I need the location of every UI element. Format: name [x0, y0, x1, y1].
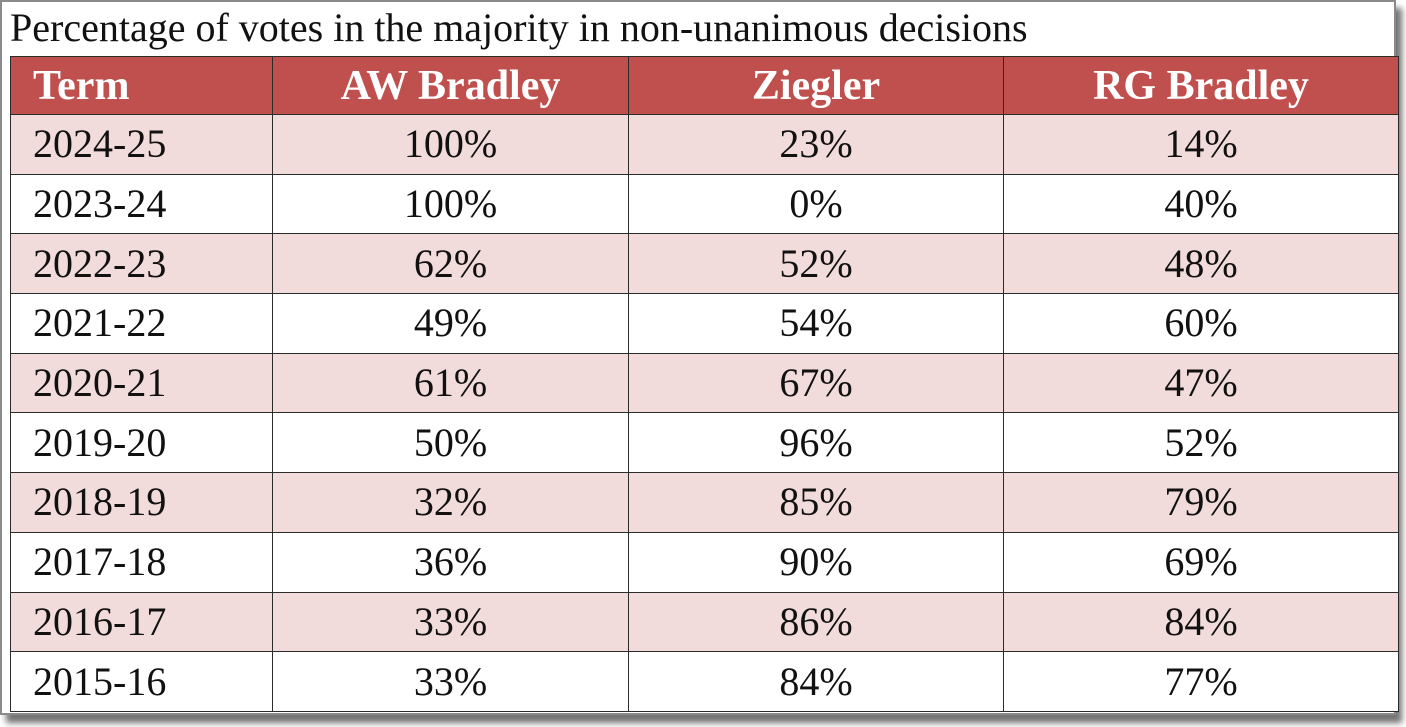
cell-term: 2017-18 — [10, 531, 273, 593]
table-row: 2015-16 33% 84% 77% — [10, 651, 1399, 712]
cell-ziegler: 54% — [628, 293, 1004, 354]
cell-ziegler: 96% — [628, 412, 1004, 474]
cell-aw-bradley: 100% — [272, 173, 629, 235]
cell-rg-bradley: 40% — [1003, 173, 1399, 235]
cell-ziegler: 52% — [628, 233, 1004, 295]
table-row: 2018-19 32% 85% 79% — [10, 472, 1399, 533]
cell-rg-bradley: 60% — [1003, 293, 1399, 354]
cell-ziegler: 90% — [628, 531, 1004, 593]
cell-rg-bradley: 52% — [1003, 412, 1399, 474]
table-row: 2024-25 100% 23% 14% — [10, 114, 1399, 175]
table-row: 2017-18 36% 90% 69% — [10, 531, 1399, 593]
cell-aw-bradley: 33% — [272, 651, 629, 712]
column-header-aw-bradley: AW Bradley — [272, 56, 629, 115]
cell-rg-bradley: 69% — [1003, 531, 1399, 593]
cell-aw-bradley: 33% — [272, 591, 629, 653]
cell-term: 2024-25 — [10, 114, 273, 175]
cell-aw-bradley: 100% — [272, 114, 629, 175]
cell-term: 2019-20 — [10, 412, 273, 474]
cell-rg-bradley: 79% — [1003, 472, 1399, 533]
table-row: 2021-22 49% 54% 60% — [10, 293, 1399, 354]
column-header-rg-bradley: RG Bradley — [1003, 56, 1399, 115]
cell-rg-bradley: 48% — [1003, 233, 1399, 295]
table-row: 2019-20 50% 96% 52% — [10, 412, 1399, 474]
table-row: 2020-21 61% 67% 47% — [10, 352, 1399, 414]
cell-term: 2021-22 — [10, 293, 273, 354]
cell-ziegler: 0% — [628, 173, 1004, 235]
cell-aw-bradley: 61% — [272, 352, 629, 414]
cell-ziegler: 84% — [628, 651, 1004, 712]
header-row: Term AW Bradley Ziegler RG Bradley — [10, 56, 1399, 115]
cell-aw-bradley: 50% — [272, 412, 629, 474]
votes-table: Term AW Bradley Ziegler RG Bradley 2024-… — [10, 56, 1399, 712]
cell-rg-bradley: 77% — [1003, 651, 1399, 712]
cell-term: 2020-21 — [10, 352, 273, 414]
table-frame: Percentage of votes in the majority in n… — [0, 0, 1399, 715]
cell-term: 2018-19 — [10, 472, 273, 533]
cell-aw-bradley: 49% — [272, 293, 629, 354]
table-title: Percentage of votes in the majority in n… — [10, 5, 1028, 50]
table-row: 2016-17 33% 86% 84% — [10, 591, 1399, 653]
cell-term: 2016-17 — [10, 591, 273, 653]
cell-term: 2022-23 — [10, 233, 273, 295]
cell-rg-bradley: 14% — [1003, 114, 1399, 175]
cell-ziegler: 67% — [628, 352, 1004, 414]
cell-rg-bradley: 84% — [1003, 591, 1399, 653]
cell-term: 2023-24 — [10, 173, 273, 235]
table-body: 2024-25 100% 23% 14% 2023-24 100% 0% 40% 2022-23… — [10, 114, 1399, 712]
table-row: 2023-24 100% 0% 40% — [10, 173, 1399, 235]
table-row: 2022-23 62% 52% 48% — [10, 233, 1399, 295]
cell-aw-bradley: 62% — [272, 233, 629, 295]
cell-ziegler: 86% — [628, 591, 1004, 653]
column-header-ziegler: Ziegler — [628, 56, 1004, 115]
cell-aw-bradley: 32% — [272, 472, 629, 533]
cell-ziegler: 85% — [628, 472, 1004, 533]
cell-term: 2015-16 — [10, 651, 273, 712]
cell-rg-bradley: 47% — [1003, 352, 1399, 414]
column-header-term: Term — [10, 56, 273, 115]
cell-ziegler: 23% — [628, 114, 1004, 175]
cell-aw-bradley: 36% — [272, 531, 629, 593]
